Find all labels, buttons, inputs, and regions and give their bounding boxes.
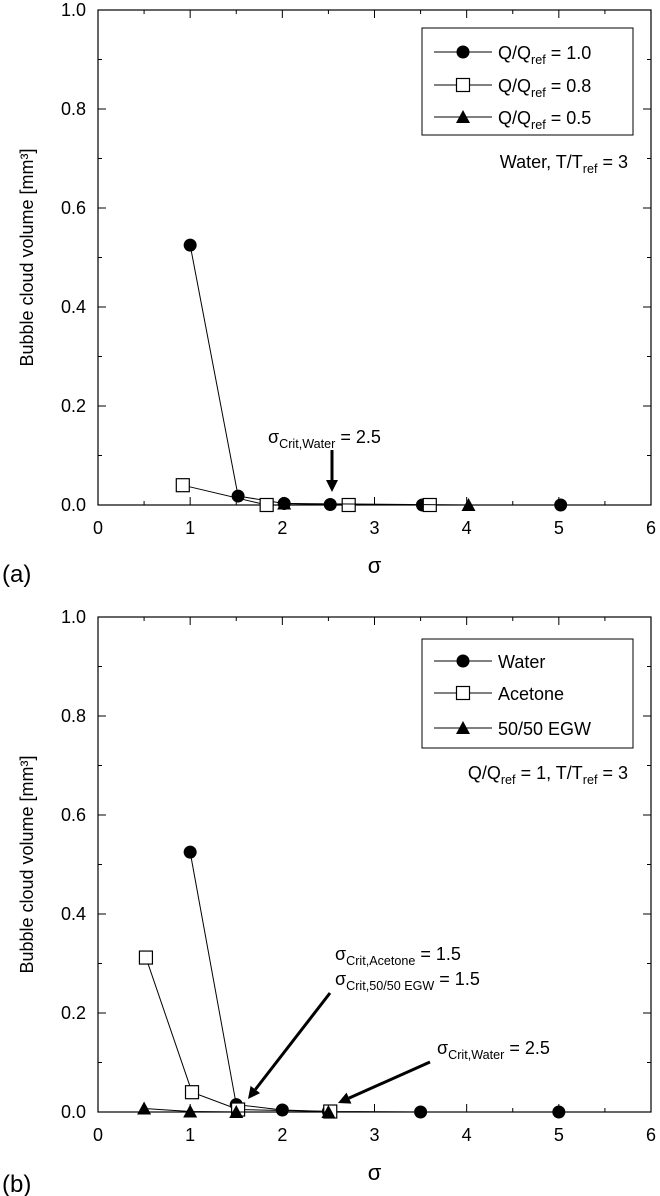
data-point (184, 1085, 200, 1100)
x-tick-label: 4 (462, 1125, 472, 1145)
panel-label: (a) (2, 561, 31, 588)
x-tick-label: 3 (369, 518, 379, 538)
y-tick-label: 0.2 (61, 1003, 86, 1023)
legend-label: Q/Qref = 0.5 (498, 108, 591, 132)
panel-label: (b) (2, 1171, 31, 1196)
x-tick-label: 2 (277, 1125, 287, 1145)
legend-label: Q/Qref = 1.0 (498, 43, 591, 67)
data-point (552, 1105, 566, 1119)
annotation-arrow (254, 992, 332, 1091)
annotation-arrowhead (338, 1092, 352, 1104)
y-tick-label: 0.0 (61, 495, 86, 515)
legend-label: Acetone (498, 684, 564, 704)
y-tick-label: 0.6 (61, 805, 86, 825)
data-point (231, 489, 245, 503)
series-line (182, 484, 430, 506)
data-point (461, 498, 476, 511)
annotation-arrowhead (248, 1085, 261, 1099)
series-2 (138, 950, 338, 1119)
legend: Q/Qref = 1.0 Q/Qref = 0.8 Q/Qref = 0.5 (421, 27, 634, 136)
x-tick-label: 5 (554, 1125, 564, 1145)
data-point (259, 497, 274, 513)
data-point (277, 496, 292, 510)
series-2 (175, 478, 437, 513)
y-tick-label: 0.4 (61, 297, 86, 317)
chart-panel-b: 0 1 2 3 4 5 6 0.0 0.2 0.4 0.6 0.8 1.0 σ Bubble cloud v… (2, 607, 656, 1196)
x-tick-label: 1 (185, 518, 195, 538)
annotation-arrow (348, 1060, 431, 1100)
legend-label: Water (498, 652, 545, 672)
x-tick-label: 6 (646, 1125, 656, 1145)
y-tick-label: 0.2 (61, 396, 86, 416)
data-point (175, 478, 190, 493)
data-point (414, 1105, 428, 1119)
y-tick-label: 1.0 (61, 0, 86, 20)
x-tick-label: 2 (277, 518, 287, 538)
y-axis-label: Bubble cloud volume [mm³] (17, 148, 37, 366)
data-point (554, 498, 568, 512)
data-point (138, 950, 154, 965)
data-point (137, 1101, 152, 1115)
x-axis-label: σ (368, 553, 382, 578)
series-1 (183, 238, 568, 512)
legend-label: Q/Qref = 0.8 (498, 76, 591, 100)
y-tick-label: 0.8 (61, 706, 86, 726)
y-tick-label: 0.0 (61, 1102, 86, 1122)
data-point (456, 654, 470, 668)
series-3 (277, 496, 476, 511)
series-3 (137, 1101, 336, 1118)
condition-annotation: Water, T/Tref = 3 (500, 152, 628, 176)
critical-annotation: σCrit,50/50 EGW = 1.5 (335, 969, 480, 993)
legend: Water Acetone 50/50 EGW (421, 638, 634, 749)
data-point (456, 45, 470, 59)
y-tick-label: 0.8 (61, 99, 86, 119)
series-line (189, 245, 561, 506)
data-point (183, 238, 197, 252)
data-point (183, 1104, 198, 1118)
data-point (455, 685, 471, 701)
x-tick-label: 6 (646, 518, 656, 538)
x-tick-label: 1 (185, 1125, 195, 1145)
x-tick-label: 0 (93, 1125, 103, 1145)
data-point (456, 110, 470, 123)
legend-label: 50/50 EGW (498, 719, 591, 739)
data-point (321, 1105, 336, 1118)
x-tick-label: 4 (462, 518, 472, 538)
series-line (145, 957, 331, 1113)
x-tick-label: 5 (554, 518, 564, 538)
y-axis-label: Bubble cloud volume [mm³] (17, 755, 37, 973)
y-tick-label: 0.6 (61, 198, 86, 218)
series-line (144, 1108, 329, 1113)
data-point (455, 77, 471, 93)
condition-annotation: Q/Qref = 1, T/Tref = 3 (468, 763, 628, 787)
y-tick-label: 0.4 (61, 904, 86, 924)
data-point (183, 845, 197, 859)
critical-annotation: σCrit,Acetone = 1.5 (335, 944, 461, 968)
x-tick-label: 0 (93, 518, 103, 538)
x-axis-label: σ (368, 1160, 382, 1185)
data-point (341, 497, 356, 513)
data-point (456, 721, 470, 734)
data-point (229, 1105, 244, 1118)
critical-annotation: σCrit,Water = 2.5 (268, 427, 381, 451)
y-tick-label: 1.0 (61, 607, 86, 627)
annotation-arrowhead (326, 480, 338, 492)
chart-panel-a: 0 1 2 3 4 5 6 0.0 0.2 0.4 0.6 0.8 1.0 σ Bubble cloud v… (2, 0, 656, 588)
x-tick-label: 3 (369, 1125, 379, 1145)
critical-annotation: σCrit,Water = 2.5 (437, 1038, 550, 1062)
series-line (284, 503, 469, 506)
